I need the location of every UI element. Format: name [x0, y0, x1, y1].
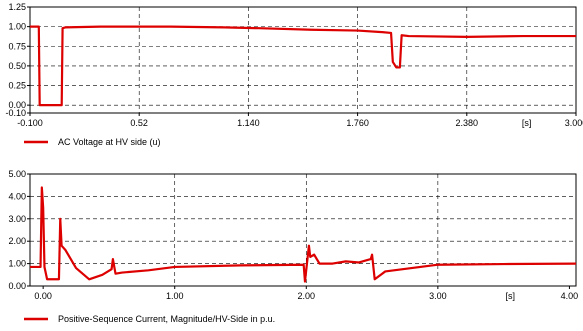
chart1-ytick-label-2: 0.75 [8, 41, 26, 51]
chart1-ytick-label-6: -0.10 [5, 108, 26, 118]
chart1-xtick-label-0: -0.100 [17, 118, 43, 128]
chart2-frame [29, 173, 577, 287]
chart1-ytick-label-5: 0.00 [8, 100, 26, 110]
chart2-xtick-label-0: 0.00 [34, 291, 52, 301]
chart1-legend-label-0: AC Voltage at HV side (u) [58, 137, 161, 147]
chart2-ytick-label-3: 2.00 [8, 236, 26, 246]
chart1-xtick-label-6: 3.000 [565, 118, 583, 128]
chart1-series-line-0 [30, 25, 576, 107]
chart2-ytick-label-2: 3.00 [8, 214, 26, 224]
chart1-xtick-label-4: 2.380 [456, 118, 479, 128]
chart1-xtick-label-2: 1.140 [237, 118, 260, 128]
chart1-xtick-label-1: 0.52 [130, 118, 148, 128]
chart2-ytick-label-4: 1.00 [8, 259, 26, 269]
chart1-ytick-label-1: 1.00 [8, 22, 26, 32]
chart2-xtick-label-3: 3.00 [429, 291, 447, 301]
chart2-xtick-label-5: 4.00 [561, 291, 579, 301]
chart1-xtick-label-5: [s] [522, 118, 532, 128]
chart2-legend-label-0: Positive-Sequence Current, Magnitude/HV-… [58, 314, 275, 324]
chart2-xtick-label-2: 2.00 [298, 291, 316, 301]
chart2-series-line-0 [30, 186, 577, 283]
chart2-xtick-label-4: [s] [505, 291, 515, 301]
chart2-xtick-label-1: 1.00 [166, 291, 184, 301]
chart1-frame [29, 6, 577, 114]
chart1-ytick-label-0: 1.25 [8, 2, 26, 12]
chart1-xtick-label-3: 1.760 [346, 118, 369, 128]
chart1-ytick-label-4: 0.25 [8, 81, 26, 91]
chart2-ytick-label-1: 4.00 [8, 191, 26, 201]
chart1-ytick-label-3: 0.50 [8, 61, 26, 71]
chart2-ytick-label-5: 0.00 [8, 281, 26, 291]
chart2-ytick-label-0: 5.00 [8, 169, 26, 179]
